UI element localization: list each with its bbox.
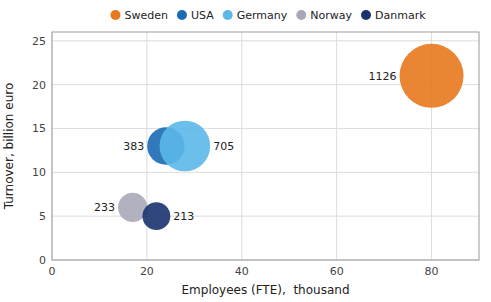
x-tick-label: 20 <box>140 265 154 278</box>
grid-line-x <box>336 32 337 260</box>
x-tick-label: 40 <box>235 265 249 278</box>
bubbles <box>118 44 463 230</box>
x-tick-label: 80 <box>425 265 439 278</box>
plot-frame <box>52 32 479 260</box>
data-label: 213 <box>173 210 194 223</box>
legend-label: Sweden <box>124 9 167 22</box>
x-axis-label: Employees (FTE), thousand <box>182 283 350 297</box>
legend-item: Norway <box>296 9 352 22</box>
data-label: 233 <box>94 201 115 214</box>
bubble <box>142 202 170 230</box>
y-tick-label: 25 <box>32 35 46 48</box>
grid-line-y <box>52 128 479 129</box>
legend-item: Danmark <box>361 9 426 22</box>
data-label: 1126 <box>369 70 397 83</box>
y-tick-label: 15 <box>32 122 46 135</box>
grid-line-x <box>241 32 242 260</box>
chart: 0 20 40 60 80 0 5 10 15 20 25 Employees (FTE), thou… <box>0 0 491 302</box>
legend-marker <box>177 10 187 20</box>
y-tick-label: 20 <box>32 79 46 92</box>
grid-line-y <box>52 216 479 217</box>
legend-label: Danmark <box>375 9 426 22</box>
grid <box>52 32 479 260</box>
legend-label: USA <box>191 9 214 22</box>
legend-marker <box>110 10 120 20</box>
legend-item: Germany <box>223 9 288 22</box>
grid-line-y <box>52 172 479 173</box>
legend-marker <box>361 10 371 20</box>
y-tick-label: 10 <box>32 166 46 179</box>
legend-item: USA <box>177 9 214 22</box>
bubble <box>400 44 464 108</box>
y-axis-label: Turnover, billion euro <box>2 83 16 211</box>
grid-line-y <box>52 40 479 41</box>
legend: Sweden USA Germany Norway Danmark <box>110 9 426 22</box>
bubble <box>160 121 211 172</box>
y-tick-label: 0 <box>39 254 46 267</box>
legend-item: Sweden <box>110 9 167 22</box>
legend-label: Germany <box>237 9 288 22</box>
x-tick-label: 60 <box>330 265 344 278</box>
legend-marker <box>223 10 233 20</box>
legend-label: Norway <box>310 9 352 22</box>
data-label: 383 <box>123 140 144 153</box>
data-label: 705 <box>213 140 234 153</box>
y-tick-label: 5 <box>39 210 46 223</box>
x-tick-label: 0 <box>49 265 56 278</box>
legend-marker <box>296 10 306 20</box>
